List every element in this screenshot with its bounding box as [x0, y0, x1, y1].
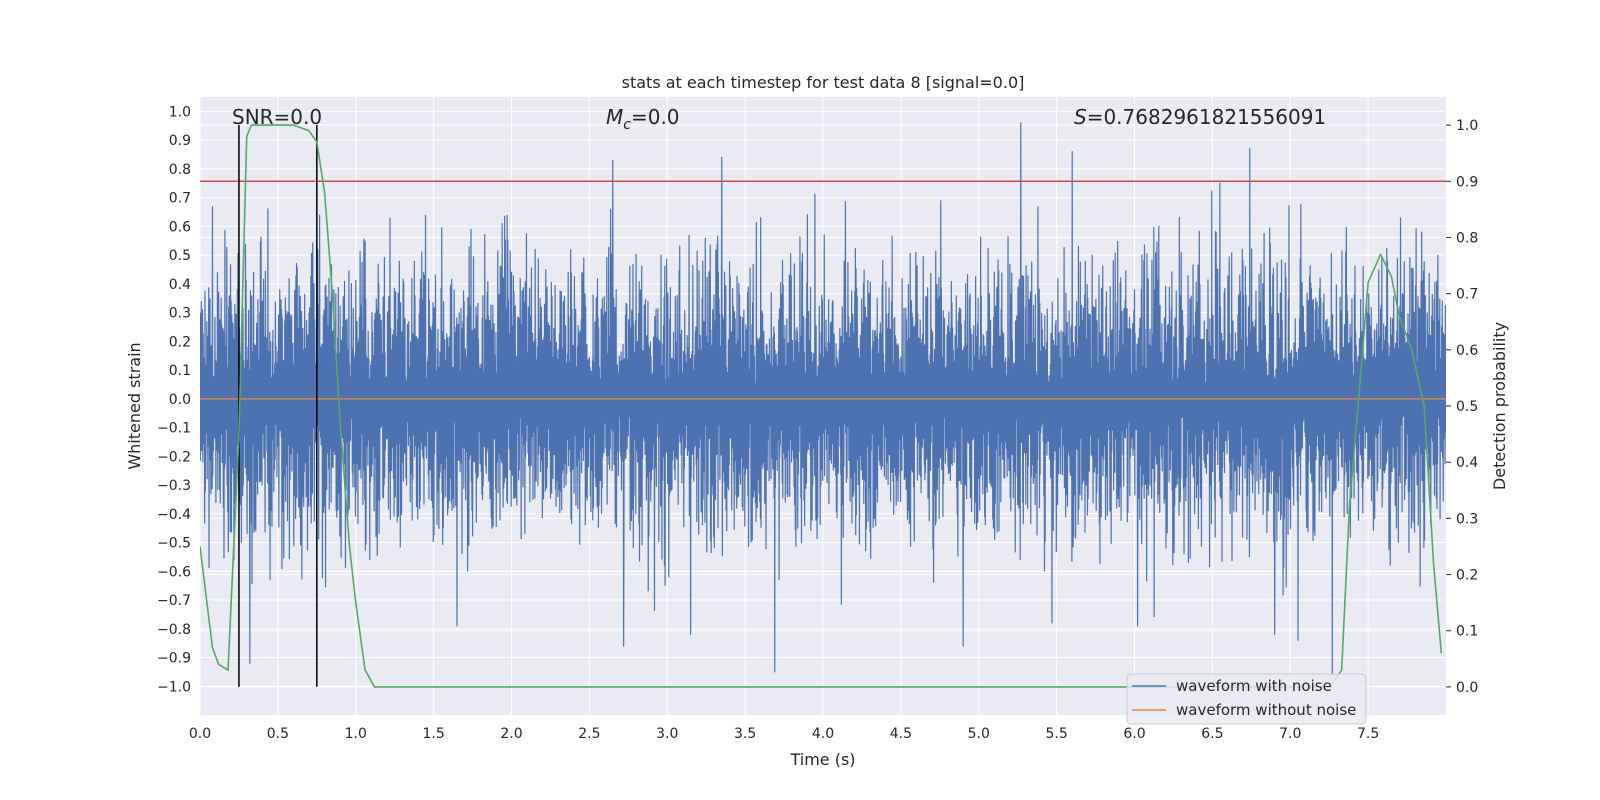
y-tick-label: 0.0 [169, 392, 191, 408]
legend-noise-label: waveform with noise [1176, 677, 1332, 695]
tick-labels: 0.0 0.5 1.0 1.5 2.0 2.5 3.0 3.5 4.0 4.5 5.0 5.5 6.0 6… [157, 104, 1478, 742]
s-symbol: S [1074, 105, 1087, 129]
x-tick-label: 0.0 [189, 726, 211, 742]
mc-subscript: c [623, 117, 631, 133]
x-tick-label: 4.5 [890, 726, 912, 742]
s-value: =0.7682961821556091 [1087, 105, 1326, 129]
y2-tick-label: 1.0 [1456, 118, 1478, 134]
y-tick-label: 0.7 [169, 191, 191, 207]
y-tick-label: 0.9 [169, 133, 191, 149]
x-tick-label: 5.5 [1045, 726, 1067, 742]
legend-clean-label: waveform without noise [1176, 701, 1356, 719]
y-tick-label: 0.2 [169, 334, 191, 350]
s-annotation: S=0.7682961821556091 [1074, 105, 1326, 129]
noise-series-line [200, 122, 1446, 676]
x-tick-label: 0.5 [267, 726, 289, 742]
y-tick-label: −0.4 [157, 507, 191, 523]
x-tick-label: 6.0 [1123, 726, 1145, 742]
y-tick-label: 0.8 [169, 162, 191, 178]
y-tick-label: 0.6 [169, 219, 191, 235]
y2-tick-label: 0.6 [1456, 343, 1478, 359]
y-tick-label: −0.9 [157, 651, 191, 667]
y2-tick-label: 0.1 [1456, 624, 1478, 640]
x-tick-label: 3.0 [656, 726, 678, 742]
x-tick-label: 6.5 [1201, 726, 1223, 742]
x-tick-label: 2.0 [500, 726, 522, 742]
y2-tick-label: 0.5 [1456, 399, 1478, 415]
x-tick-label: 1.5 [422, 726, 444, 742]
y-tick-label: 0.4 [169, 277, 191, 293]
mc-annotation: Mc=0.0 [606, 105, 680, 133]
y2-tick-label: 0.4 [1456, 455, 1478, 471]
y2-axis-label: Detection probability [1490, 322, 1509, 490]
x-axis-label: Time (s) [789, 750, 855, 769]
y-tick-label: 0.1 [169, 363, 191, 379]
y-tick-label: −1.0 [157, 679, 191, 695]
y-tick-label: −0.5 [157, 536, 191, 552]
y-axis-label: Whitened strain [125, 342, 144, 469]
probability-series-line [200, 124, 1443, 688]
x-tick-label: 1.0 [345, 726, 367, 742]
x-tick-label: 2.5 [578, 726, 600, 742]
mc-value: =0.0 [631, 105, 680, 129]
y2-tick-label: 0.8 [1456, 230, 1478, 246]
y2-tick-label: 0.9 [1456, 174, 1478, 190]
x-tick-label: 3.5 [734, 726, 756, 742]
x-tick-label: 7.0 [1279, 726, 1301, 742]
chart-title: stats at each timestep for test data 8 [… [622, 73, 1025, 92]
y-tick-label: 0.3 [169, 306, 191, 322]
x-tick-label: 5.0 [968, 726, 990, 742]
y2-tick-label: 0.7 [1456, 287, 1478, 303]
y2-tick-label: 0.3 [1456, 511, 1478, 527]
y-tick-label: −0.8 [157, 622, 191, 638]
y-tick-label: −0.6 [157, 564, 191, 580]
y-tick-label: 0.5 [169, 248, 191, 264]
y2-tick-label: 0.2 [1456, 568, 1478, 584]
snr-annotation: SNR=0.0 [232, 105, 322, 129]
x-tick-label: 4.0 [812, 726, 834, 742]
y2-tick-label: 0.0 [1456, 680, 1478, 696]
y-tick-label: −0.7 [157, 593, 191, 609]
y-tick-label: −0.1 [157, 421, 191, 437]
mc-symbol: M [606, 105, 623, 129]
legend: waveform with noise waveform without noi… [1126, 673, 1367, 725]
y-tick-label: 1.0 [169, 104, 191, 120]
x-tick-label: 7.5 [1357, 726, 1379, 742]
legend-box [1126, 673, 1367, 725]
y-tick-label: −0.2 [157, 449, 191, 465]
y-tick-label: −0.3 [157, 478, 191, 494]
